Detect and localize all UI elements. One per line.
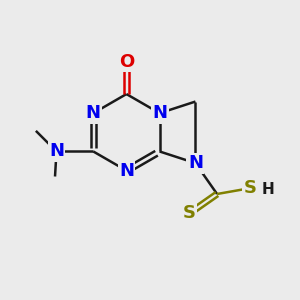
Text: N: N <box>188 154 203 172</box>
Text: N: N <box>152 104 167 122</box>
Text: O: O <box>119 53 134 71</box>
Text: S: S <box>244 179 257 197</box>
Text: N: N <box>86 104 101 122</box>
Text: N: N <box>49 142 64 160</box>
Text: N: N <box>119 162 134 180</box>
Text: S: S <box>183 204 196 222</box>
Text: H: H <box>262 182 274 197</box>
